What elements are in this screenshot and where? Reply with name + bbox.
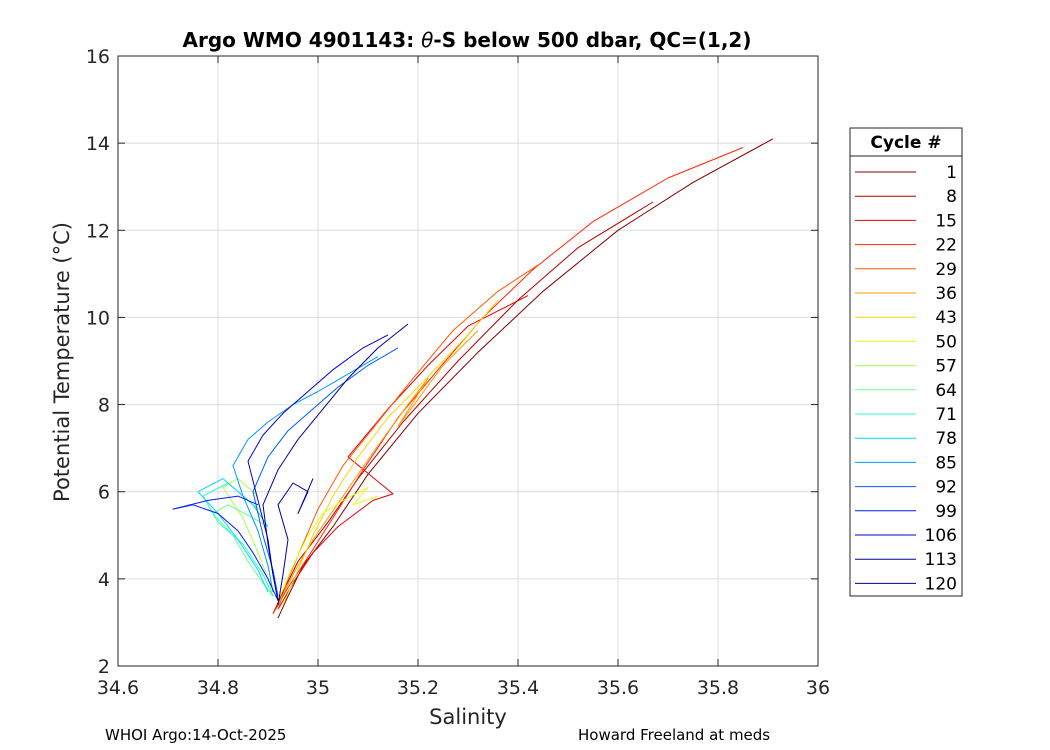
footer-left: WHOI Argo:14-Oct-2025: [105, 726, 287, 744]
legend-label-92: 92: [935, 478, 957, 498]
legend-label-120: 120: [925, 574, 957, 594]
y-tick-label: 12: [86, 220, 110, 242]
series-line-cycle-43: [282, 299, 499, 606]
series-line-cycle-113: [277, 478, 314, 606]
x-tick-label: 35.6: [597, 677, 639, 699]
series-line-cycle-85: [232, 356, 379, 592]
series-line-cycle-15: [277, 295, 529, 610]
legend-label-36: 36: [935, 284, 957, 304]
x-tick-label: 35: [306, 677, 330, 699]
series-line-cycle-36: [277, 330, 479, 606]
y-tick-label: 4: [98, 569, 110, 591]
x-tick-label: 34.8: [197, 677, 239, 699]
x-tick-label: 35.2: [397, 677, 439, 699]
series-line-cycle-64: [212, 504, 274, 597]
x-tick-label: 35.8: [697, 677, 739, 699]
legend-box: [849, 127, 963, 597]
footer-right: Howard Freeland at meds: [578, 726, 771, 744]
legend-label-106: 106: [925, 526, 957, 546]
legend-label-15: 15: [935, 211, 957, 231]
legend-label-78: 78: [935, 429, 957, 449]
y-tick-label: 6: [98, 482, 110, 504]
x-tick-label: 34.6: [97, 677, 139, 699]
axes-box: [117, 55, 819, 667]
legend-label-85: 85: [935, 453, 957, 473]
series-line-cycle-99: [172, 495, 279, 601]
legend-label-64: 64: [935, 381, 957, 401]
legend-label-8: 8: [946, 187, 957, 207]
legend-label-99: 99: [935, 502, 957, 522]
y-axis-label: Potential Temperature (°C): [50, 222, 74, 502]
legend: Cycle # 18152229364350576471788592991061…: [849, 127, 963, 597]
x-tick-label: 35.4: [497, 677, 539, 699]
chart-title: Argo WMO 4901143: θ-S below 500 dbar, QC…: [183, 28, 752, 52]
y-tick-label: 2: [98, 656, 110, 678]
series-line-cycle-8: [272, 201, 654, 614]
legend-label-71: 71: [935, 405, 957, 425]
y-tick-label: 14: [86, 133, 110, 155]
series-line-cycle-120: [262, 323, 409, 601]
plot-area: [118, 56, 818, 666]
series-lines: [172, 138, 774, 619]
legend-label-1: 1: [946, 163, 957, 183]
legend-label-50: 50: [935, 332, 957, 352]
y-tick-label: 10: [86, 307, 110, 329]
x-tick-label: 36: [806, 677, 830, 699]
y-tick-label: 16: [86, 46, 110, 68]
series-line-cycle-92: [252, 347, 399, 597]
legend-title: Cycle #: [870, 133, 941, 153]
legend-label-113: 113: [925, 550, 957, 570]
y-tick-label: 8: [98, 395, 110, 417]
x-axis-label: Salinity: [429, 705, 507, 729]
y-axis-ticks: 2 4 6 8 10 12 14 16: [86, 46, 818, 678]
series-line-cycle-50: [277, 486, 379, 601]
legend-label-43: 43: [935, 308, 957, 328]
legend-label-57: 57: [935, 357, 957, 377]
legend-entries: 1 8 15 22 29 36 43 50 57 64 71 78 85 92 99 106 113 120: [855, 163, 957, 594]
legend-label-22: 22: [935, 236, 957, 256]
x-axis-ticks: 34.6 34.8 35 35.2 35.4 35.6 35.8 36: [97, 56, 830, 699]
legend-label-29: 29: [935, 260, 957, 280]
